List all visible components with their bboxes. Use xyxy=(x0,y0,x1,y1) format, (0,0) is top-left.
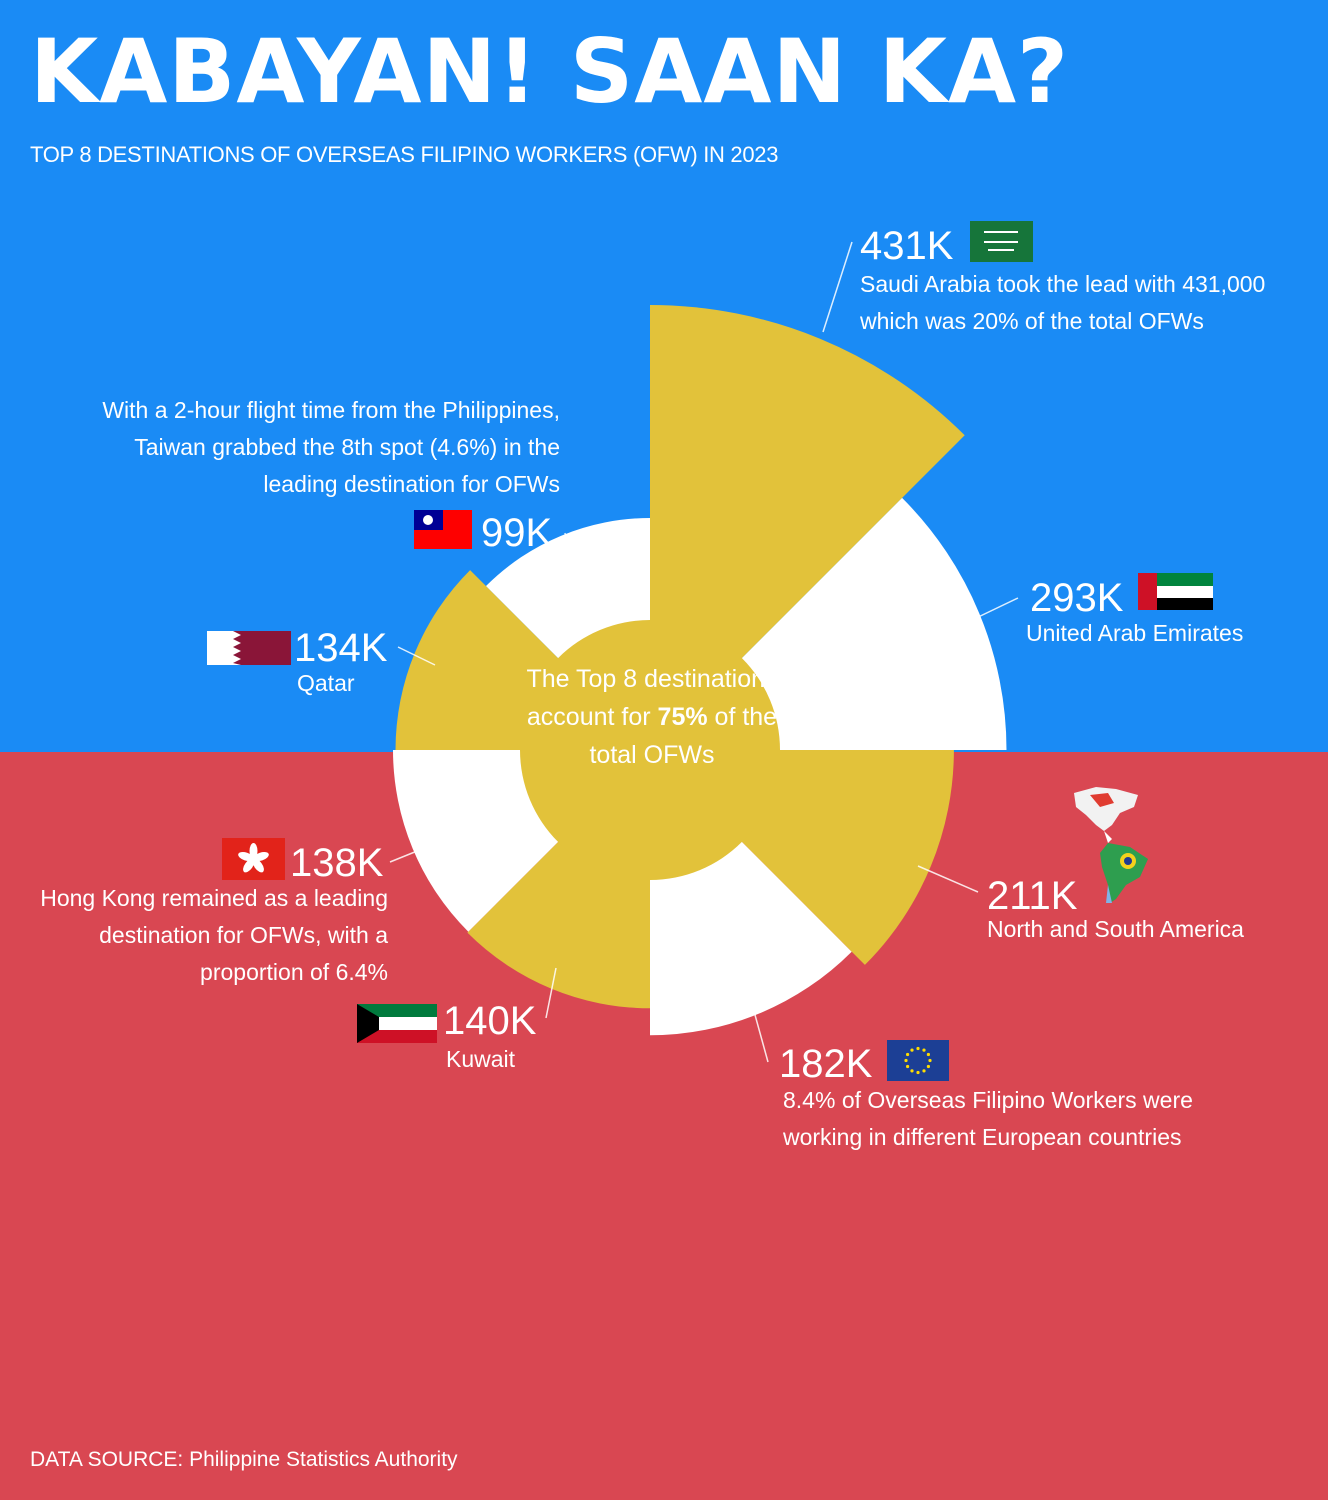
value-label-qatar: 134K xyxy=(294,626,388,670)
note-europe: 8.4% of Overseas Filipino Workers were w… xyxy=(783,1087,1193,1150)
eu-flag-icon xyxy=(887,1040,949,1081)
center-circle xyxy=(520,620,780,880)
leader-line-saudi xyxy=(822,241,853,333)
eu-star xyxy=(910,1069,914,1073)
value-label-kuwait: 140K xyxy=(443,999,537,1043)
center-highlight: 75% xyxy=(657,703,708,731)
americas-map-icon xyxy=(1068,785,1150,905)
hongkong-flag-icon xyxy=(222,838,285,880)
eu-star xyxy=(926,1064,930,1069)
page-title: KABAYAN! SAAN KA? xyxy=(30,20,1070,123)
page-subtitle: TOP 8 DESTINATIONS OF OVERSEAS FILIPINO … xyxy=(30,142,779,167)
value-label-uae: 293K xyxy=(1030,576,1124,620)
leader-line-uae xyxy=(971,597,1019,621)
leader-line-americas xyxy=(917,865,979,893)
note-hongkong: Hong Kong remained as a leading destinat… xyxy=(40,885,388,985)
eu-star xyxy=(922,1069,926,1073)
saudi-flag-icon xyxy=(970,221,1033,262)
name-label-uae: United Arab Emirates xyxy=(1026,620,1244,646)
value-label-hongkong: 138K xyxy=(290,841,384,885)
value-label-americas: 211K xyxy=(987,874,1078,918)
slice-saudi-arabia xyxy=(650,305,965,750)
eu-star xyxy=(926,1052,930,1057)
taiwan-flag-icon xyxy=(414,510,472,549)
data-source: DATA SOURCE: Philippine Statistics Autho… xyxy=(30,1448,458,1471)
center-text-after: of the total OFWs xyxy=(589,703,778,769)
name-label-kuwait: Kuwait xyxy=(446,1046,516,1072)
value-label-europe: 182K xyxy=(779,1042,873,1086)
leader-line-kuwait xyxy=(545,967,557,1019)
eu-star xyxy=(906,1064,910,1069)
eu-star xyxy=(904,1058,908,1063)
value-label-taiwan: 99K xyxy=(481,511,553,555)
eu-star xyxy=(916,1070,920,1075)
center-text-before: The Top 8 destinations account for xyxy=(526,665,778,731)
value-label-saudi: 431K xyxy=(860,224,954,268)
uae-flag-icon xyxy=(1138,573,1213,610)
leader-line-hongkong xyxy=(389,844,433,863)
name-label-americas: North and South America xyxy=(987,916,1244,942)
kuwait-flag-icon xyxy=(357,1004,437,1043)
leader-line-qatar xyxy=(397,646,436,666)
eu-star xyxy=(928,1058,932,1063)
eu-star xyxy=(906,1052,910,1057)
note-saudi: Saudi Arabia took the lead with 431,000 … xyxy=(860,271,1266,334)
qatar-flag-icon xyxy=(207,631,291,665)
eu-star xyxy=(910,1048,914,1052)
leader-line-taiwan xyxy=(564,532,571,564)
name-label-qatar: Qatar xyxy=(297,670,355,696)
center-summary: The Top 8 destinations account for 75% o… xyxy=(522,660,782,774)
note-taiwan: With a 2-hour flight time from the Phili… xyxy=(102,397,560,497)
eu-star xyxy=(922,1048,926,1052)
leader-line-europe xyxy=(751,1003,769,1063)
eu-star xyxy=(916,1046,920,1051)
